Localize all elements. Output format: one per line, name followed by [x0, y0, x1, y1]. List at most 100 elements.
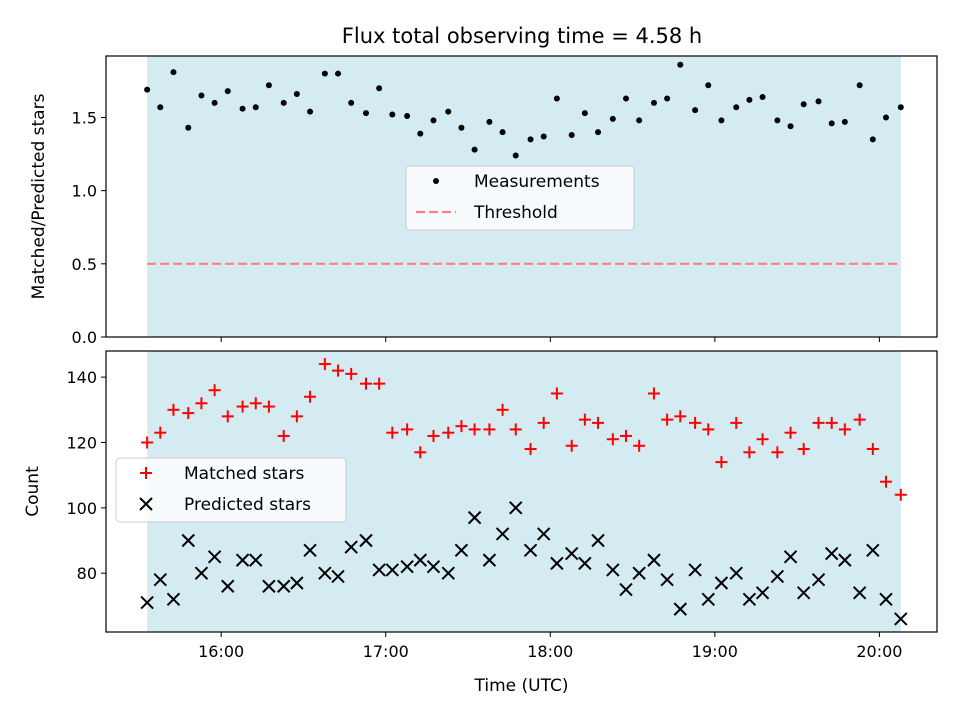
measurement-point — [348, 99, 355, 106]
marker-stroke — [249, 553, 263, 567]
matched-star-point — [427, 429, 440, 442]
predicted-star-point — [441, 566, 455, 580]
marker-stroke — [509, 501, 523, 515]
y-tick-label: 0.0 — [72, 328, 97, 347]
matched-star-point — [154, 426, 167, 439]
matched-star-point — [784, 426, 797, 439]
measurement-point — [404, 113, 411, 120]
predicted-star-point — [140, 595, 154, 610]
measurement-point — [553, 95, 560, 102]
axes-frame — [105, 55, 938, 338]
predicted-star-point — [454, 543, 469, 558]
predicted-star-point — [181, 533, 195, 548]
matched-star-point — [221, 410, 234, 423]
measurement-point — [787, 123, 794, 130]
measurement-point — [211, 99, 218, 106]
measurement-point — [445, 108, 452, 115]
marker-stroke — [359, 533, 373, 548]
matched-star-point — [359, 377, 372, 390]
marker-stroke — [852, 586, 867, 600]
matched-star-point — [304, 390, 317, 403]
predicted-star-point — [331, 569, 345, 584]
marker-stroke — [454, 543, 469, 558]
matched-star-point — [345, 367, 358, 380]
matched-star-point — [838, 423, 851, 436]
marker-stroke — [153, 573, 168, 587]
predicted-star-point — [372, 563, 386, 577]
matched-star-point — [318, 358, 331, 371]
marker-stroke — [385, 563, 400, 577]
predicted-star-point — [852, 586, 867, 600]
x-tick-label: 19:00 — [692, 642, 738, 661]
predicted-star-point — [277, 579, 291, 593]
predicted-star-point — [413, 553, 428, 567]
matched-star-point — [290, 410, 303, 423]
marker-stroke — [866, 543, 880, 558]
predicted-star-point — [714, 576, 729, 590]
measurement-point — [636, 117, 643, 124]
marker-stroke — [729, 566, 743, 580]
measurement-point — [869, 136, 876, 143]
marker-stroke — [331, 569, 345, 584]
predicted-star-point — [632, 566, 646, 580]
predicted-star-point — [153, 573, 168, 587]
matched-star-point — [483, 423, 496, 436]
predicted-star-point — [591, 533, 605, 548]
marker-stroke — [523, 543, 538, 558]
marker-stroke — [619, 582, 633, 597]
measurement-point — [252, 104, 259, 111]
matched-star-point — [496, 403, 509, 416]
measurement-point — [650, 99, 657, 106]
matched-star-point — [797, 443, 810, 456]
matched-star-point — [689, 416, 702, 429]
marker-stroke — [166, 592, 181, 607]
marker-stroke — [318, 566, 332, 580]
predicted-star-point — [647, 553, 661, 567]
marker-stroke — [277, 579, 291, 593]
matched-star-point — [537, 416, 550, 429]
measurement-point — [841, 118, 848, 125]
matched-star-point — [550, 387, 563, 400]
measurement-point — [157, 104, 164, 111]
predicted-star-point — [467, 510, 482, 525]
legend-marker-x — [139, 497, 153, 511]
predicted-star-point — [606, 563, 620, 577]
marker-stroke — [701, 592, 715, 607]
measurement-point — [170, 69, 177, 76]
matched-star-point — [606, 433, 619, 446]
marker-stroke — [783, 550, 798, 564]
measurement-point — [417, 130, 424, 137]
matched-star-point — [743, 446, 756, 459]
matched-star-point — [236, 400, 249, 413]
measurement-point — [293, 91, 300, 98]
measurement-point — [882, 114, 889, 121]
marker-stroke — [372, 563, 386, 577]
predicted-star-point — [879, 592, 893, 607]
predicted-star-point — [755, 586, 770, 600]
measurement-point — [692, 107, 699, 114]
marker-stroke — [879, 592, 893, 607]
measurement-point — [198, 92, 205, 99]
matched-star-point — [208, 384, 221, 397]
measurement-point — [897, 104, 904, 111]
marker-stroke — [894, 612, 908, 626]
predicted-star-point — [894, 612, 908, 626]
marker-stroke — [673, 602, 688, 616]
measurement-point — [486, 118, 493, 125]
measurement-point — [321, 70, 328, 77]
measurement-point — [595, 129, 602, 136]
y-axis-label: Matched/Predicted stars — [29, 93, 49, 299]
marker-stroke — [824, 546, 839, 561]
matched-star-point — [455, 420, 468, 433]
matched-star-point — [182, 407, 195, 420]
predicted-star-point — [866, 543, 880, 558]
predicted-star-point — [207, 550, 222, 564]
matched-star-point — [524, 443, 537, 456]
marker-stroke — [688, 563, 702, 577]
matched-star-point — [866, 443, 879, 456]
marker-stroke — [838, 553, 852, 567]
predicted-star-point — [564, 546, 579, 561]
predicted-star-point — [495, 527, 510, 541]
measurement-point — [239, 105, 246, 112]
